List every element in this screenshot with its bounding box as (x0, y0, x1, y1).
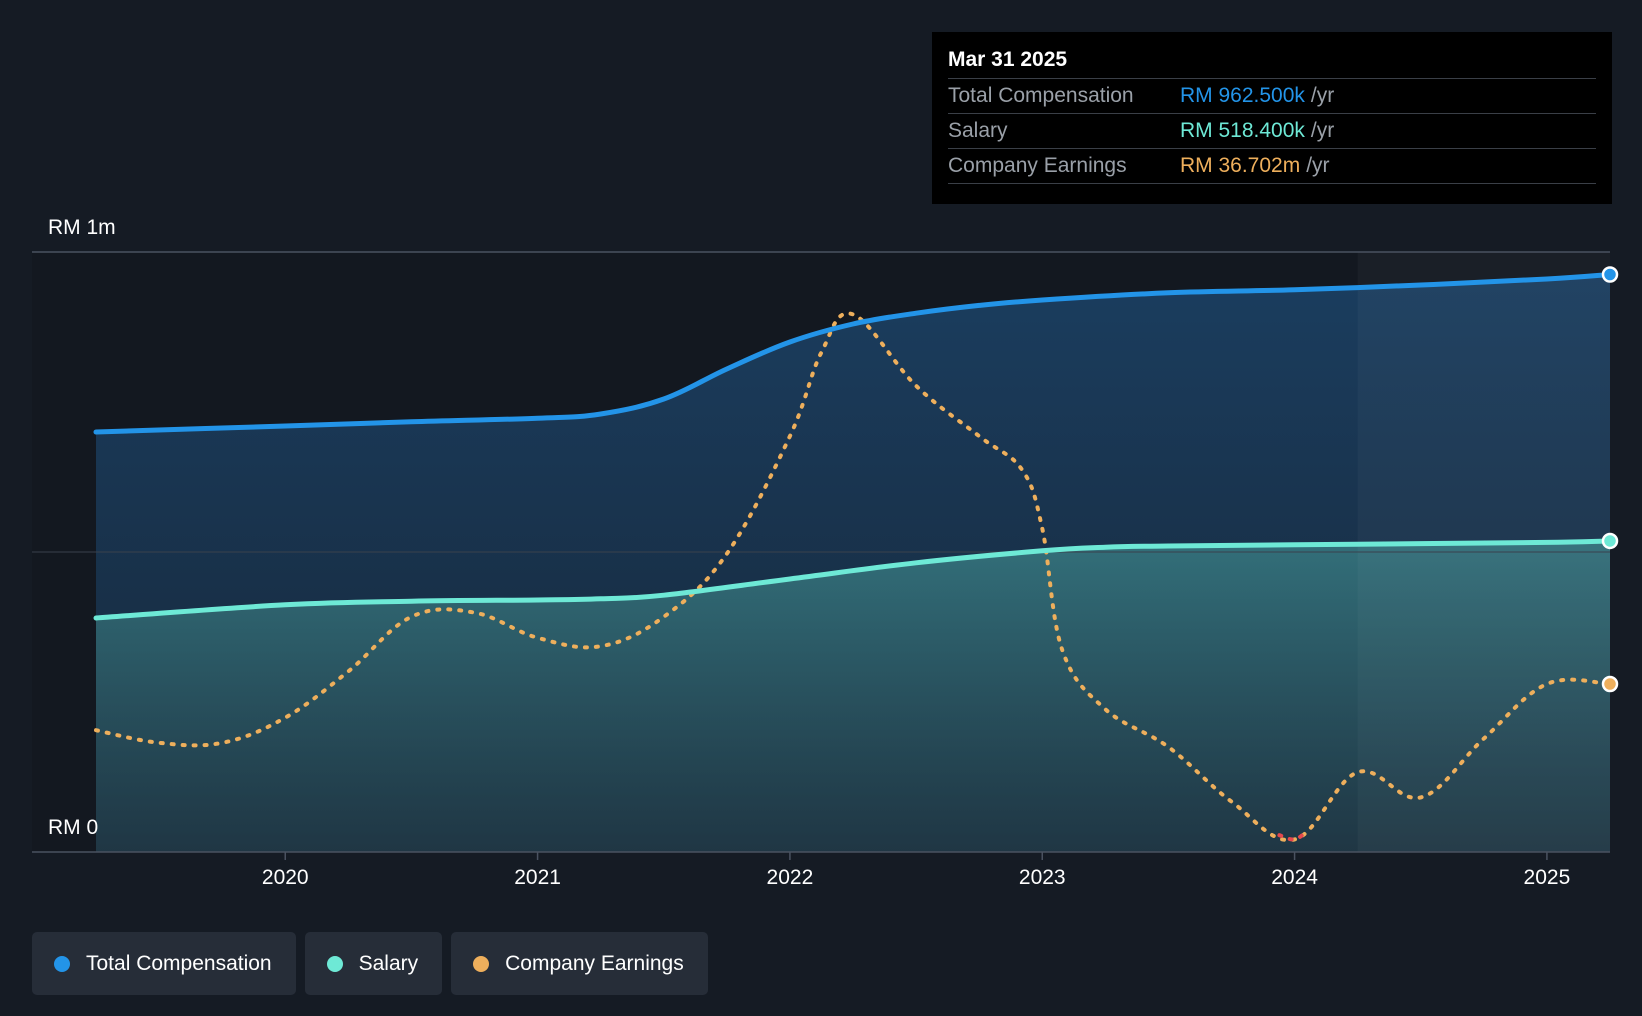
tooltip: Mar 31 2025 Total Compensation RM 962.50… (932, 32, 1612, 204)
line-total-compensation (93, 272, 1613, 435)
line-company-earnings-low-segment (1277, 829, 1310, 842)
tooltip-label: Salary (948, 119, 1008, 142)
tooltip-label: Company Earnings (948, 154, 1127, 177)
x-tick-label: 2020 (261, 866, 309, 889)
end-markers (1601, 266, 1619, 693)
legend-dot-icon (473, 955, 490, 972)
tooltip-row-total-compensation: Total Compensation RM 962.500k /yr (948, 79, 1596, 114)
legend-dot-icon (326, 955, 343, 972)
end-marker-company-earnings (1601, 675, 1619, 693)
tooltip-label: Total Compensation (948, 84, 1134, 107)
x-tick-label: 2022 (766, 866, 814, 889)
tooltip-value: RM 36.702m (1180, 154, 1301, 177)
line-salary (93, 538, 1613, 621)
end-marker-total-compensation (1601, 266, 1619, 283)
legend: Total Compensation Salary Company Earnin… (32, 932, 708, 995)
x-tick-label: 2024 (1271, 866, 1318, 889)
tooltip-row-salary: Salary RM 518.400k /yr (948, 114, 1596, 149)
y-axis-max-label: RM 1m (48, 216, 116, 239)
tooltip-unit: /yr (1310, 119, 1335, 142)
legend-label: Total Compensation (86, 951, 272, 975)
tooltip-row-company-earnings: Company Earnings RM 36.702m /yr (948, 149, 1596, 184)
legend-label: Company Earnings (505, 951, 684, 975)
tooltip-unit: /yr (1306, 154, 1330, 177)
x-tick-marks (284, 852, 1548, 860)
legend-dot-icon (54, 955, 70, 972)
tooltip-date: Mar 31 2025 (948, 46, 1596, 79)
tooltip-value: RM 962.500k (1180, 84, 1305, 107)
legend-item-total-compensation[interactable]: Total Compensation (32, 932, 296, 995)
legend-item-company-earnings[interactable]: Company Earnings (451, 932, 708, 995)
x-tick-label: 2025 (1523, 866, 1571, 889)
y-axis-min-label: RM 0 (48, 816, 99, 839)
tooltip-value: RM 518.400k (1180, 119, 1305, 142)
legend-item-salary[interactable]: Salary (304, 932, 443, 995)
end-marker-salary (1601, 532, 1619, 550)
x-tick-label: 2021 (514, 866, 561, 889)
x-tick-label: 2023 (1018, 866, 1066, 889)
tooltip-unit: /yr (1310, 84, 1335, 107)
legend-label: Salary (358, 951, 419, 975)
area-salary (96, 541, 1610, 852)
line-company-earnings (94, 311, 1612, 843)
